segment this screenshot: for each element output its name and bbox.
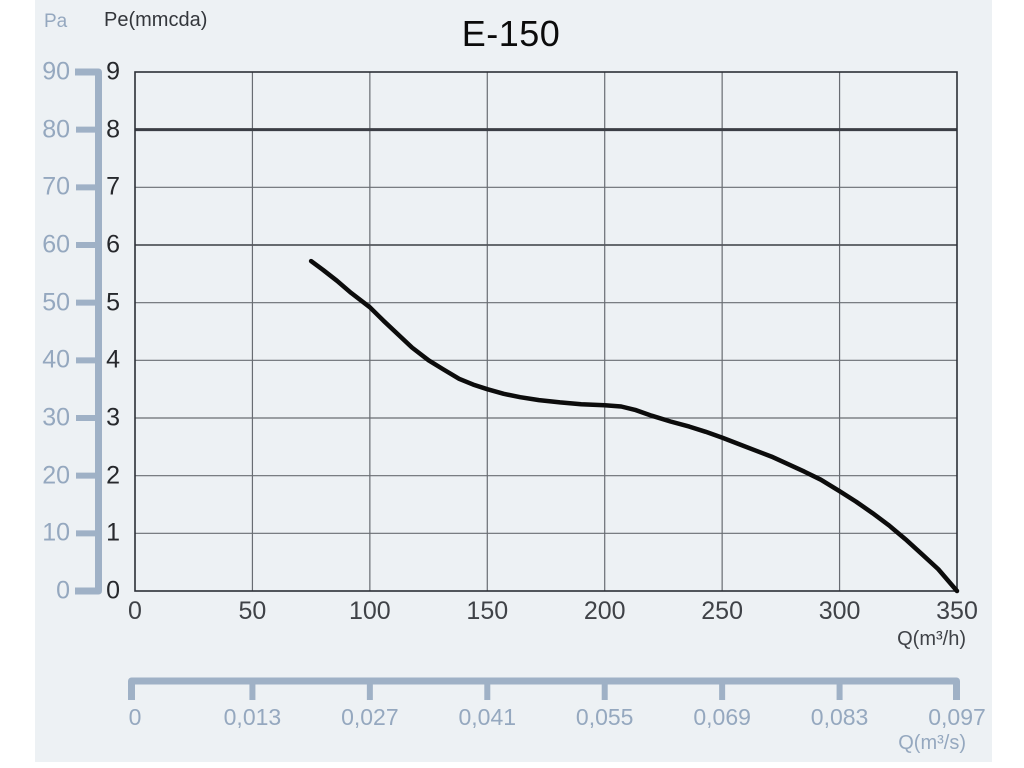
- x-tick-label-250: 250: [701, 597, 743, 625]
- flow-tick-label-7: 0,097: [928, 704, 986, 730]
- x-tick-label-200: 200: [583, 597, 626, 625]
- x-tick-label-350: 350: [936, 597, 978, 625]
- pe-tick-label-4: 4: [106, 345, 120, 374]
- pa-tick-label-60: 60: [42, 230, 70, 259]
- pa-tick-label-20: 20: [42, 461, 70, 490]
- pa-tick-label-90: 90: [42, 57, 70, 86]
- x-axis-unit-label: Q(m³/h): [897, 628, 966, 650]
- pa-tick-label-80: 80: [42, 115, 70, 144]
- pa-tick-label-0: 0: [56, 576, 70, 605]
- pe-tick-label-3: 3: [106, 403, 120, 432]
- pa-tick-label-50: 50: [42, 288, 70, 317]
- pe-tick-label-6: 6: [106, 230, 120, 259]
- pe-tick-label-9: 9: [106, 57, 120, 86]
- plot-border: [134, 71, 958, 592]
- flow-s-axis-bracket: [128, 677, 960, 700]
- chart-panel: [35, 0, 992, 762]
- x-tick-label-0: 0: [128, 597, 142, 625]
- pe-tick-label-8: 8: [106, 115, 120, 144]
- chart-title: E-150: [461, 13, 561, 54]
- flow-tick-label-1: 0,013: [223, 704, 282, 730]
- flow-tick-label-3: 0,041: [458, 704, 517, 730]
- flow-s-axis-unit-label: Q(m³/s): [898, 732, 966, 754]
- flow-tick-label-6: 0,083: [810, 704, 869, 730]
- pe-axis-unit-label: Pe(mmcda): [104, 9, 208, 31]
- pe-tick-label-5: 5: [106, 288, 120, 317]
- pa-tick-label-30: 30: [42, 403, 70, 432]
- pa-axis-unit-label: Pa: [44, 11, 68, 32]
- x-tick-label-150: 150: [466, 597, 509, 625]
- x-tick-label-100: 100: [348, 597, 391, 625]
- pa-tick-label-70: 70: [42, 172, 70, 201]
- flow-tick-label-2: 0,027: [341, 704, 399, 730]
- pa-tick-label-40: 40: [42, 345, 70, 374]
- x-tick-label-300: 300: [818, 597, 861, 625]
- x-tick-label-50: 50: [238, 597, 267, 625]
- flow-tick-label-5: 0,069: [693, 704, 751, 730]
- flow-tick-label-0: 0: [128, 704, 142, 730]
- flow-tick-label-4: 0,055: [575, 704, 634, 730]
- pe-tick-label-7: 7: [106, 172, 120, 201]
- performance-curve: [308, 258, 960, 594]
- pa-tick-label-10: 10: [42, 518, 70, 547]
- pe-tick-label-0: 0: [106, 576, 120, 605]
- pa-axis-bracket: [75, 68, 102, 595]
- pe-tick-label-2: 2: [106, 461, 120, 490]
- pe-tick-label-1: 1: [106, 518, 120, 547]
